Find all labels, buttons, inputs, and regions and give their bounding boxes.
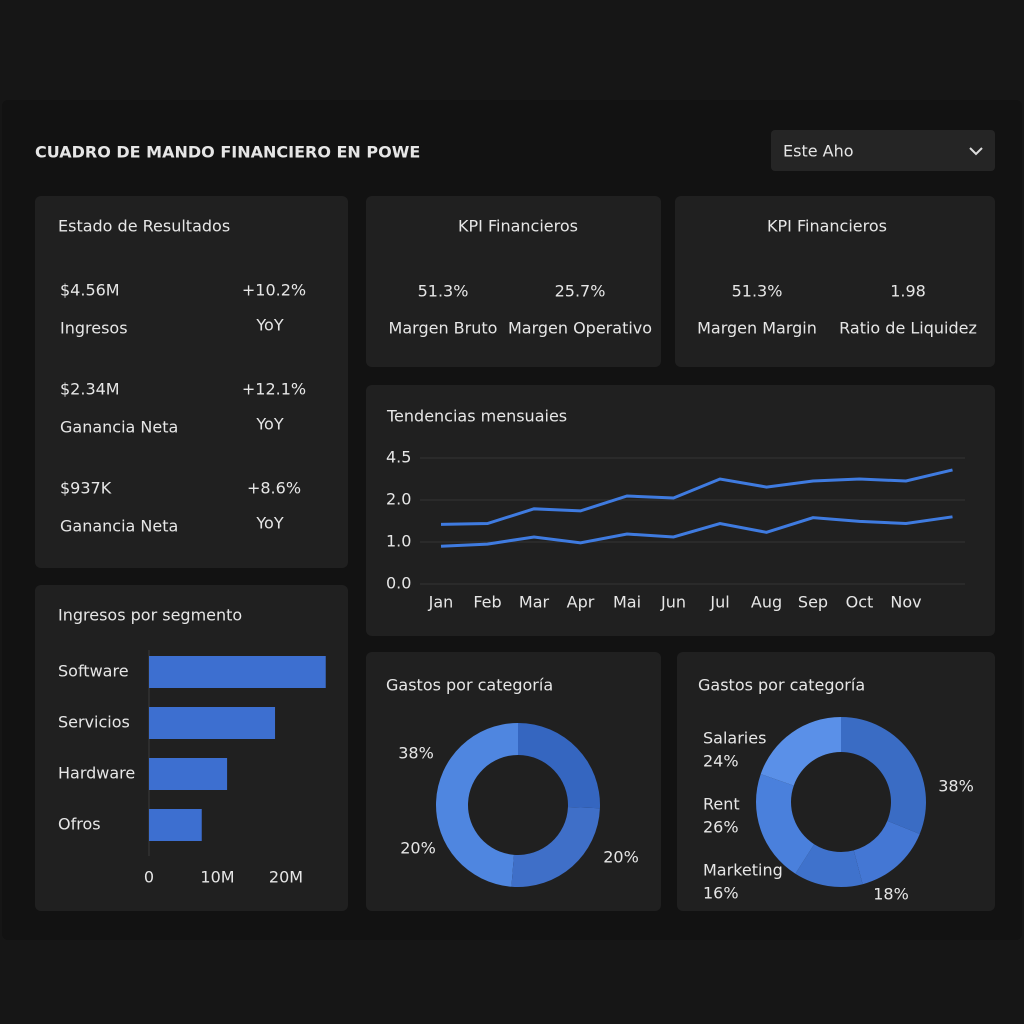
donut-slice <box>511 807 600 887</box>
metric-label: Ganancia Neta <box>60 418 178 437</box>
card <box>675 196 995 367</box>
x-tick-label: Aug <box>751 593 782 612</box>
x-tick-label: 10M <box>200 868 234 887</box>
y-tick-label: 2.0 <box>386 490 411 509</box>
y-tick-label: 1.0 <box>386 532 411 551</box>
metric-change: +10.2% <box>242 281 306 300</box>
kpi-label: Margen Operativo <box>508 319 652 338</box>
metric-period: YoY <box>255 316 283 335</box>
slice-value: 26% <box>703 818 739 837</box>
card-title: Ingresos por segmento <box>58 606 242 625</box>
donut-slice <box>436 723 518 887</box>
x-tick-label: Mar <box>519 593 550 612</box>
slice-value: 38% <box>398 744 434 763</box>
card <box>35 585 348 911</box>
slice-value: 38% <box>938 777 974 796</box>
metric-label: Ganancia Neta <box>60 517 178 536</box>
donut-slice <box>841 717 926 835</box>
slice-value: 16% <box>703 884 739 903</box>
slice-value: 20% <box>603 848 639 867</box>
donut-slice <box>518 723 600 809</box>
bar <box>149 707 276 739</box>
metric-label: Ingresos <box>60 319 128 338</box>
card <box>677 652 995 911</box>
header-title: CUADRO DE MANDO FINANCIERO EN POWE <box>35 143 420 162</box>
x-tick-label: Feb <box>473 593 501 612</box>
kpi-value: 1.98 <box>890 282 926 301</box>
category-label: Software <box>58 662 129 681</box>
x-tick-label: Jun <box>660 593 686 612</box>
metric-period: YoY <box>255 514 283 533</box>
card <box>366 196 661 367</box>
metric-period: YoY <box>255 415 283 434</box>
metric-change: +12.1% <box>242 380 306 399</box>
metric-value: $4.56M <box>60 281 120 300</box>
x-tick-label: Sep <box>798 593 828 612</box>
chevron <box>969 147 983 156</box>
kpi-value: 25.7% <box>555 282 606 301</box>
x-tick-label: Jul <box>709 593 729 612</box>
kpi-value: 51.3% <box>418 282 469 301</box>
category-label: Hardware <box>58 764 135 783</box>
x-tick-label: Mai <box>613 593 641 612</box>
x-tick-label: Oct <box>846 593 874 612</box>
card-title: Estado de Resultados <box>58 217 230 236</box>
card-title: KPI Financieros <box>458 217 578 236</box>
donut-slice <box>755 774 815 874</box>
card-title: KPI Financieros <box>767 217 887 236</box>
kpi-value: 51.3% <box>732 282 783 301</box>
y-tick-label: 0.0 <box>386 574 411 593</box>
card <box>35 196 348 568</box>
filter-dropdown[interactable] <box>771 130 995 171</box>
metric-value: $937K <box>60 479 112 498</box>
bar <box>149 809 202 841</box>
x-tick-label: 0 <box>144 868 154 887</box>
line-series <box>440 468 953 526</box>
kpi-label: Ratio de Liquidez <box>839 319 977 338</box>
donut-slice <box>853 820 920 885</box>
donut-slice <box>795 844 863 887</box>
metric-change: +8.6% <box>247 479 301 498</box>
card <box>366 385 995 636</box>
category-label: Ofros <box>58 815 101 834</box>
bar <box>149 758 228 790</box>
slice-label: Rent <box>703 795 740 814</box>
card-title: Tendencias mensuaies <box>386 407 567 426</box>
card-title: Gastos por categoría <box>386 676 553 695</box>
x-tick-label: Apr <box>567 593 595 612</box>
slice-label: Marketing <box>703 861 783 880</box>
slice-label: Salaries <box>703 729 766 748</box>
filter-value: Este Aho <box>783 142 854 161</box>
kpi-label: Margen Margin <box>697 319 817 338</box>
bar <box>149 656 326 688</box>
y-tick-label: 4.5 <box>386 448 411 467</box>
slice-value: 20% <box>400 839 436 858</box>
slice-value: 24% <box>703 752 739 771</box>
x-tick-label: Jan <box>428 593 454 612</box>
metric-value: $2.34M <box>60 380 120 399</box>
x-tick-label: 20M <box>269 868 303 887</box>
donut-slice <box>760 717 841 786</box>
line-series <box>440 515 953 548</box>
slice-value: 18% <box>873 885 909 904</box>
card-title: Gastos por categoría <box>698 676 865 695</box>
kpi-label: Margen Bruto <box>389 319 498 338</box>
x-tick-label: Nov <box>890 593 921 612</box>
category-label: Servicios <box>58 713 130 732</box>
